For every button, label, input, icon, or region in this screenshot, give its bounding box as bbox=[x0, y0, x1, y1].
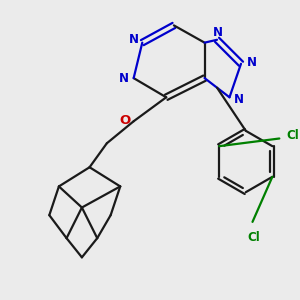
Text: N: N bbox=[119, 72, 129, 85]
Text: Cl: Cl bbox=[247, 230, 260, 244]
Text: N: N bbox=[129, 33, 139, 46]
Text: N: N bbox=[213, 26, 223, 39]
Text: Cl: Cl bbox=[286, 129, 299, 142]
Text: O: O bbox=[119, 114, 131, 127]
Text: N: N bbox=[247, 56, 256, 69]
Text: N: N bbox=[234, 93, 244, 106]
